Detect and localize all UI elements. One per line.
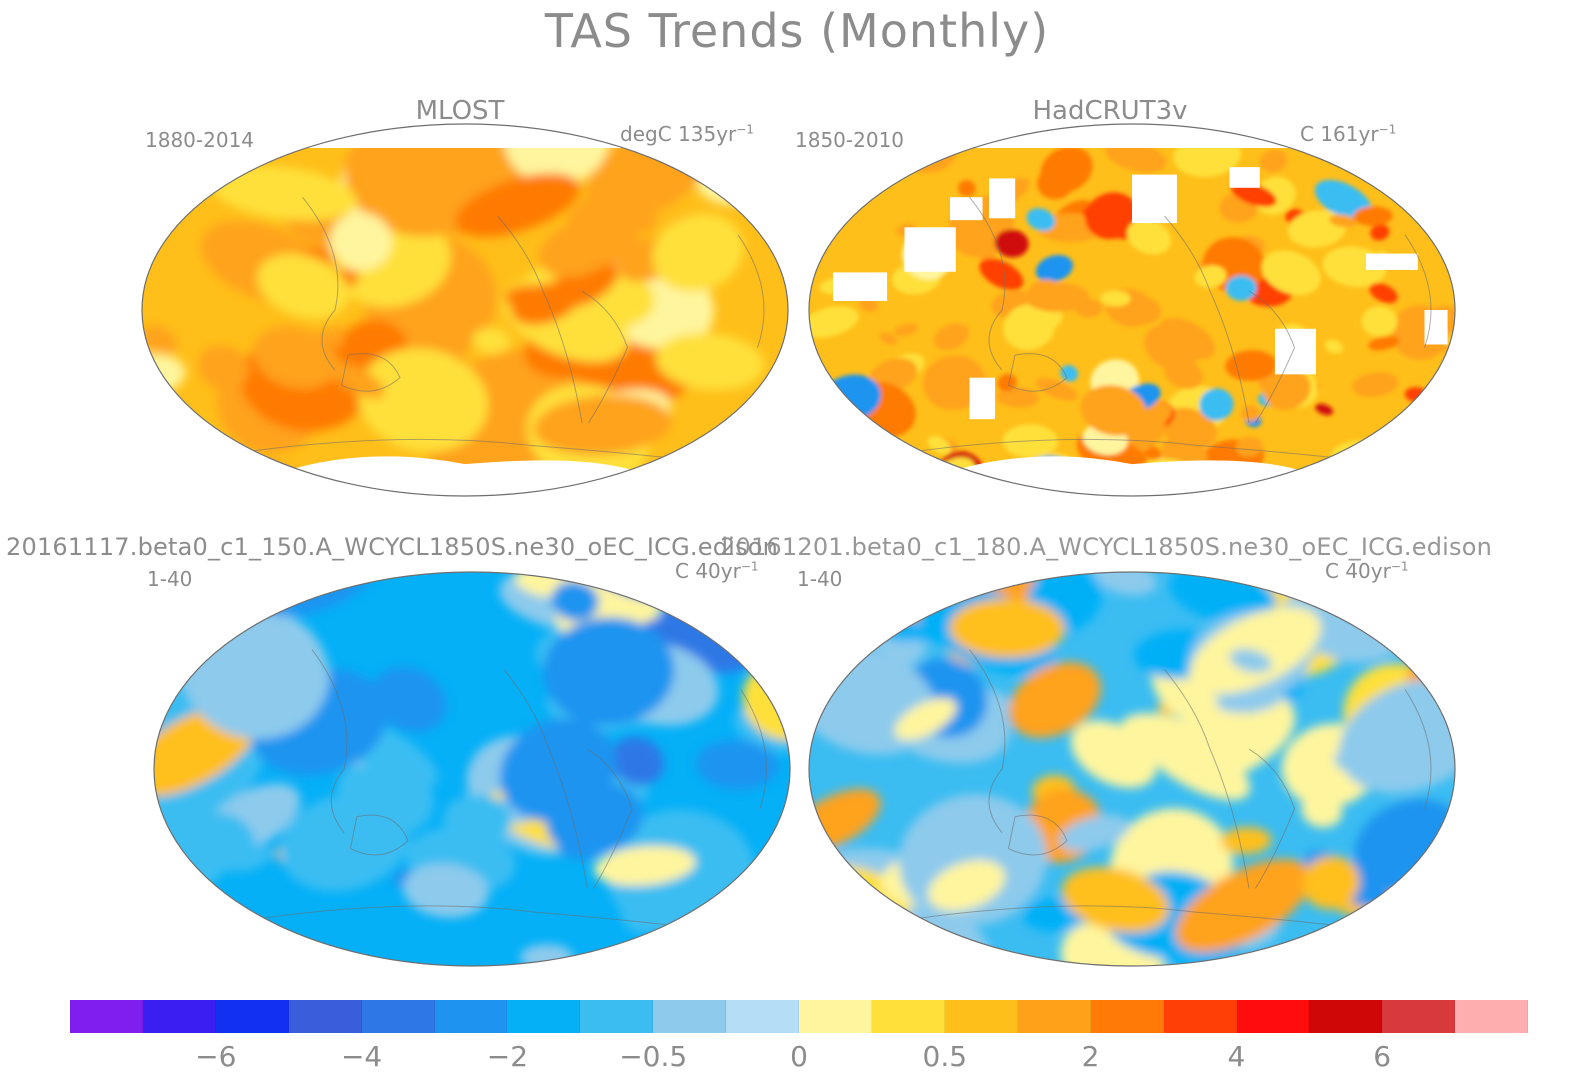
- colorbar-swatch: [361, 1000, 435, 1033]
- panel-title-model-150: 20161117.beta0_c1_150.A_WCYCL1850S.ne30_…: [6, 533, 779, 561]
- colorbar-tick-label: −4: [340, 1040, 383, 1073]
- panel-period-model-150: 1-40: [147, 567, 193, 591]
- colorbar-swatch: [726, 1000, 800, 1033]
- map-model-150: [153, 571, 791, 967]
- map-model-180: [808, 571, 1456, 967]
- colorbar-swatch: [215, 1000, 289, 1033]
- panel-units-mlost: degC 135yr−1: [620, 122, 754, 146]
- colorbar-tick-label: 0: [790, 1040, 808, 1073]
- colorbar-swatch: [580, 1000, 654, 1033]
- colorbar-tick-label: 2: [1081, 1040, 1100, 1073]
- panel-period-model-180: 1-40: [797, 567, 843, 591]
- units-exponent: −1: [740, 559, 759, 574]
- units-text: C 40yr: [1325, 559, 1391, 583]
- colorbar: [70, 1000, 1529, 1033]
- colorbar-swatch: [799, 1000, 872, 1033]
- colorbar-swatch: [507, 1000, 581, 1033]
- colorbar-swatch: [288, 1000, 362, 1033]
- panel-units-model-180: C 40yr−1: [1325, 559, 1409, 583]
- colorbar-swatch: [1455, 1000, 1529, 1033]
- panel-period-mlost: 1880-2014: [145, 128, 255, 152]
- colorbar-tick-label: 4: [1227, 1040, 1246, 1073]
- units-text: C 161yr: [1300, 122, 1379, 146]
- units-text: C 40yr: [675, 559, 741, 583]
- units-text: degC 135yr: [620, 122, 737, 146]
- colorbar-swatch: [1017, 1000, 1091, 1033]
- colorbar-tick-label: −6: [195, 1040, 237, 1073]
- colorbar-swatch: [871, 1000, 945, 1033]
- colorbar-tick-label: 0.5: [922, 1040, 968, 1073]
- figure-title: TAS Trends (Monthly): [544, 4, 1050, 58]
- units-exponent: −1: [1378, 122, 1397, 137]
- colorbar-swatch: [142, 1000, 216, 1033]
- colorbar-tick-label: −2: [486, 1040, 529, 1073]
- map-hadcrut: [808, 123, 1456, 497]
- units-exponent: −1: [736, 122, 754, 137]
- colorbar-swatch: [1236, 1000, 1310, 1033]
- colorbar-swatch: [653, 1000, 727, 1033]
- colorbar-swatch: [1382, 1000, 1456, 1033]
- panel-title-model-180: 20161201.beta0_c1_180.A_WCYCL1850S.ne30_…: [720, 533, 1493, 561]
- colorbar-swatch: [944, 1000, 1018, 1033]
- panel-title-hadcrut: HadCRUT3v: [1032, 96, 1188, 126]
- colorbar-swatch: [70, 1000, 143, 1033]
- colorbar-swatch: [1309, 1000, 1383, 1033]
- panel-units-hadcrut: C 161yr−1: [1300, 122, 1396, 146]
- colorbar-swatch: [1090, 1000, 1164, 1033]
- panel-title-mlost: MLOST: [415, 96, 505, 126]
- map-mlost: [141, 123, 789, 497]
- colorbar-swatch: [434, 1000, 508, 1033]
- colorbar-swatch: [1163, 1000, 1237, 1033]
- panel-period-hadcrut: 1850-2010: [795, 128, 905, 152]
- colorbar-tick-label: 6: [1373, 1040, 1392, 1073]
- colorbar-tick-label: −0.5: [619, 1040, 688, 1073]
- units-exponent: −1: [1390, 559, 1409, 574]
- panel-units-model-150: C 40yr−1: [675, 559, 759, 583]
